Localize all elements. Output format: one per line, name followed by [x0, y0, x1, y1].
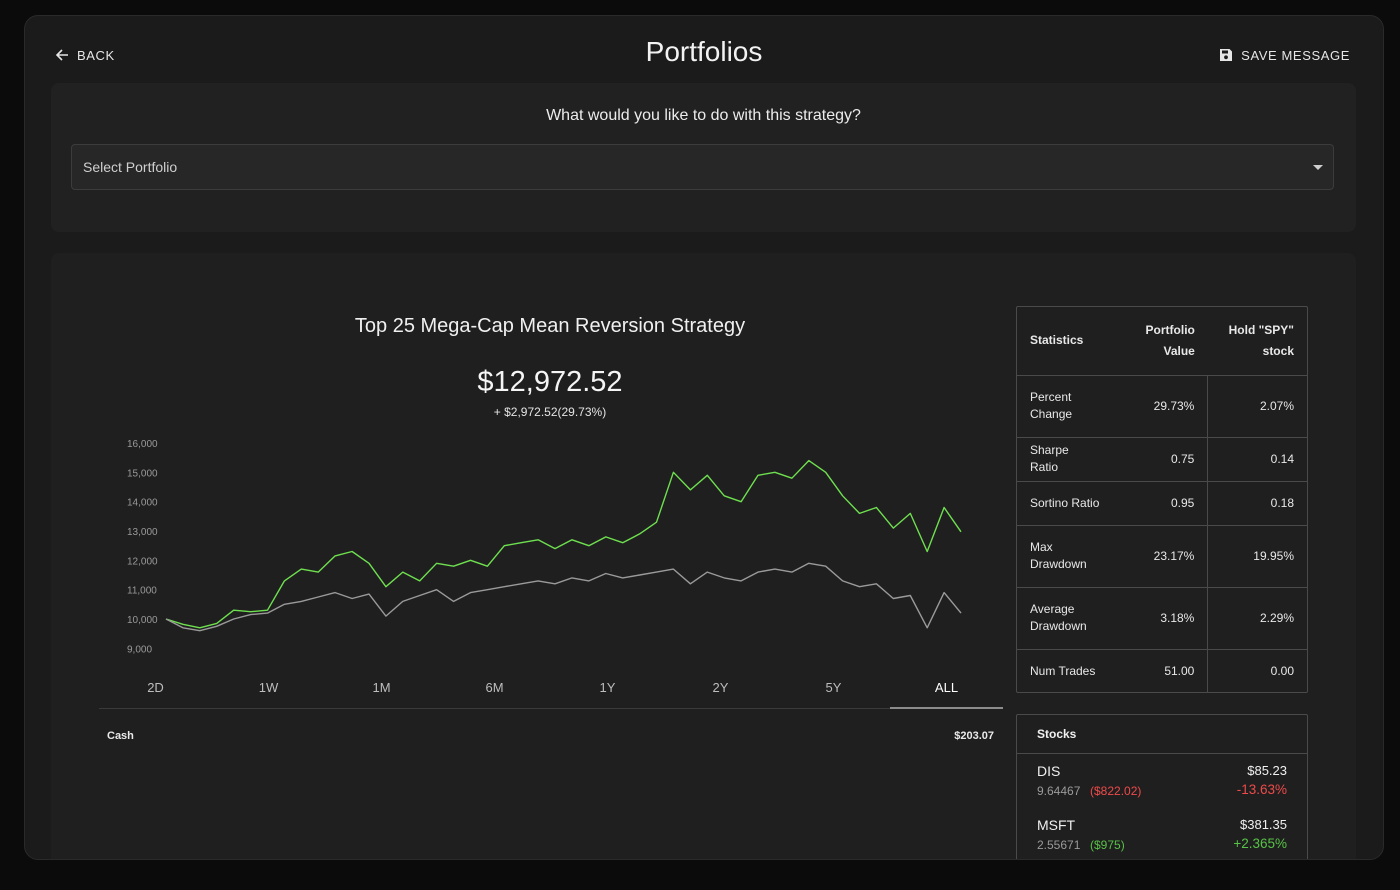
range-tab-1w[interactable]: 1W: [258, 680, 279, 695]
stat-portfolio-value: 23.17%: [1113, 524, 1209, 587]
portfolio-select[interactable]: Select Portfolio: [71, 144, 1334, 190]
range-tab-all[interactable]: ALL: [890, 668, 1003, 709]
stat-spy-value: 2.29%: [1207, 586, 1307, 649]
stock-shares: 9.64467: [1037, 784, 1081, 798]
top-bar: BACK Portfolios SAVE MESSAGE: [25, 16, 1383, 86]
page-title: Portfolios: [645, 36, 763, 67]
range-selector: 2D 1W 1M 6M 1Y 2Y 5Y ALL: [99, 668, 1003, 709]
range-tab-2y[interactable]: 2Y: [712, 680, 729, 695]
strategy-title: Top 25 Mega-Cap Mean Reversion Strategy: [354, 315, 746, 337]
stat-spy-value: 19.95%: [1207, 524, 1307, 587]
performance-chart: 9,000 10,000 11,000 12,000 13,000 14,000 15,00…: [127, 439, 962, 655]
save-icon: [1220, 49, 1233, 61]
statistics-header: Statistics: [1030, 333, 1084, 348]
spy-header: Hold "SPY" stock: [1228, 322, 1294, 358]
stat-spy-value: 0.00: [1207, 648, 1307, 693]
stocks-header: Stocks: [1017, 715, 1307, 754]
y-tick-label: 12,000: [127, 556, 158, 567]
portfolio-value-header: Portfolio Value: [1145, 322, 1195, 358]
range-tab-5y[interactable]: 5Y: [825, 680, 842, 695]
strategy-action-card: What would you like to do with this stra…: [51, 83, 1356, 232]
stat-name: Average Drawdown: [1017, 586, 1113, 649]
y-tick-label: 16,000: [127, 439, 158, 450]
portfolio-value: $12,972.52: [477, 366, 623, 398]
back-button[interactable]: BACK: [55, 44, 115, 66]
stat-name: Percent Change: [1017, 374, 1113, 437]
y-tick-label: 11,000: [127, 586, 157, 597]
stock-item-dis[interactable]: DIS 9.64467 ($822.02) $85.23 -13.63%: [1017, 754, 1307, 808]
stock-price: $85.23: [1247, 763, 1287, 778]
stock-position-value: ($822.02): [1090, 784, 1142, 798]
stat-row: Sortino Ratio 0.95 0.18: [1017, 480, 1307, 525]
stock-percent-change: +2.365%: [1233, 836, 1287, 851]
save-message-button[interactable]: SAVE MESSAGE: [1219, 44, 1350, 66]
range-tab-1m[interactable]: 1M: [372, 680, 391, 695]
y-tick-label: 10,000: [127, 615, 158, 626]
stock-price: $381.35: [1240, 817, 1287, 832]
stock-position-value: ($975): [1090, 838, 1125, 852]
strategy-detail-card: Top 25 Mega-Cap Mean Reversion Strategy …: [51, 253, 1356, 859]
benchmark-series-line: [165, 562, 962, 632]
stock-symbol: MSFT: [1037, 817, 1076, 833]
cash-value: $203.07: [954, 730, 994, 742]
range-tab-1y[interactable]: 1Y: [599, 680, 616, 695]
action-question: What would you like to do with this stra…: [546, 107, 861, 124]
stock-symbol: DIS: [1037, 763, 1061, 779]
range-tab-2d[interactable]: 2D: [147, 680, 164, 695]
stat-portfolio-value: 51.00: [1113, 648, 1209, 693]
portfolio-series-line: [165, 459, 962, 629]
y-tick-label: 15,000: [127, 468, 158, 479]
arrow-left-icon: [55, 49, 68, 61]
dropdown-caret-icon: [1313, 165, 1323, 170]
stat-portfolio-value: 0.75: [1113, 436, 1209, 481]
stat-name: Max Drawdown: [1017, 524, 1113, 587]
stat-portfolio-value: 0.95: [1113, 480, 1209, 525]
y-tick-label: 14,000: [127, 498, 158, 509]
stock-percent-change: -13.63%: [1236, 782, 1287, 797]
y-tick-label: 13,000: [127, 527, 158, 538]
portfolio-value-change: + $2,972.52(29.73%): [493, 405, 607, 419]
stat-row: Percent Change 29.73% 2.07%: [1017, 374, 1307, 437]
portfolio-select-placeholder: Select Portfolio: [83, 159, 178, 175]
stat-portfolio-value: 3.18%: [1113, 586, 1209, 649]
stat-row: Num Trades 51.00 0.00: [1017, 648, 1307, 693]
stat-row: Sharpe Ratio 0.75 0.14: [1017, 436, 1307, 481]
stat-spy-value: 2.07%: [1207, 374, 1307, 437]
back-label: BACK: [77, 47, 115, 63]
y-tick-label: 9,000: [127, 644, 152, 655]
save-label: SAVE MESSAGE: [1241, 47, 1350, 63]
stat-row: Average Drawdown 3.18% 2.29%: [1017, 586, 1307, 649]
stat-portfolio-value: 29.73%: [1113, 374, 1209, 437]
stat-name: Num Trades: [1017, 648, 1113, 693]
stocks-panel: Stocks DIS 9.64467 ($822.02) $85.23 -13.63% M…: [1016, 714, 1308, 859]
stat-name: Sortino Ratio: [1017, 480, 1113, 525]
stat-spy-value: 0.14: [1207, 436, 1307, 481]
stock-shares: 2.55671: [1037, 838, 1081, 852]
stock-item-msft[interactable]: MSFT 2.55671 ($975) $381.35 +2.365%: [1017, 808, 1307, 859]
stat-name: Sharpe Ratio: [1017, 436, 1113, 481]
range-tab-6m[interactable]: 6M: [485, 680, 504, 695]
app-window: BACK Portfolios SAVE MESSAGE What would …: [24, 15, 1384, 860]
stat-spy-value: 0.18: [1207, 480, 1307, 525]
cash-label: Cash: [107, 730, 134, 742]
stat-row: Max Drawdown 23.17% 19.95%: [1017, 524, 1307, 587]
statistics-table: Statistics Portfolio Value Hold "SPY" st…: [1016, 306, 1308, 693]
